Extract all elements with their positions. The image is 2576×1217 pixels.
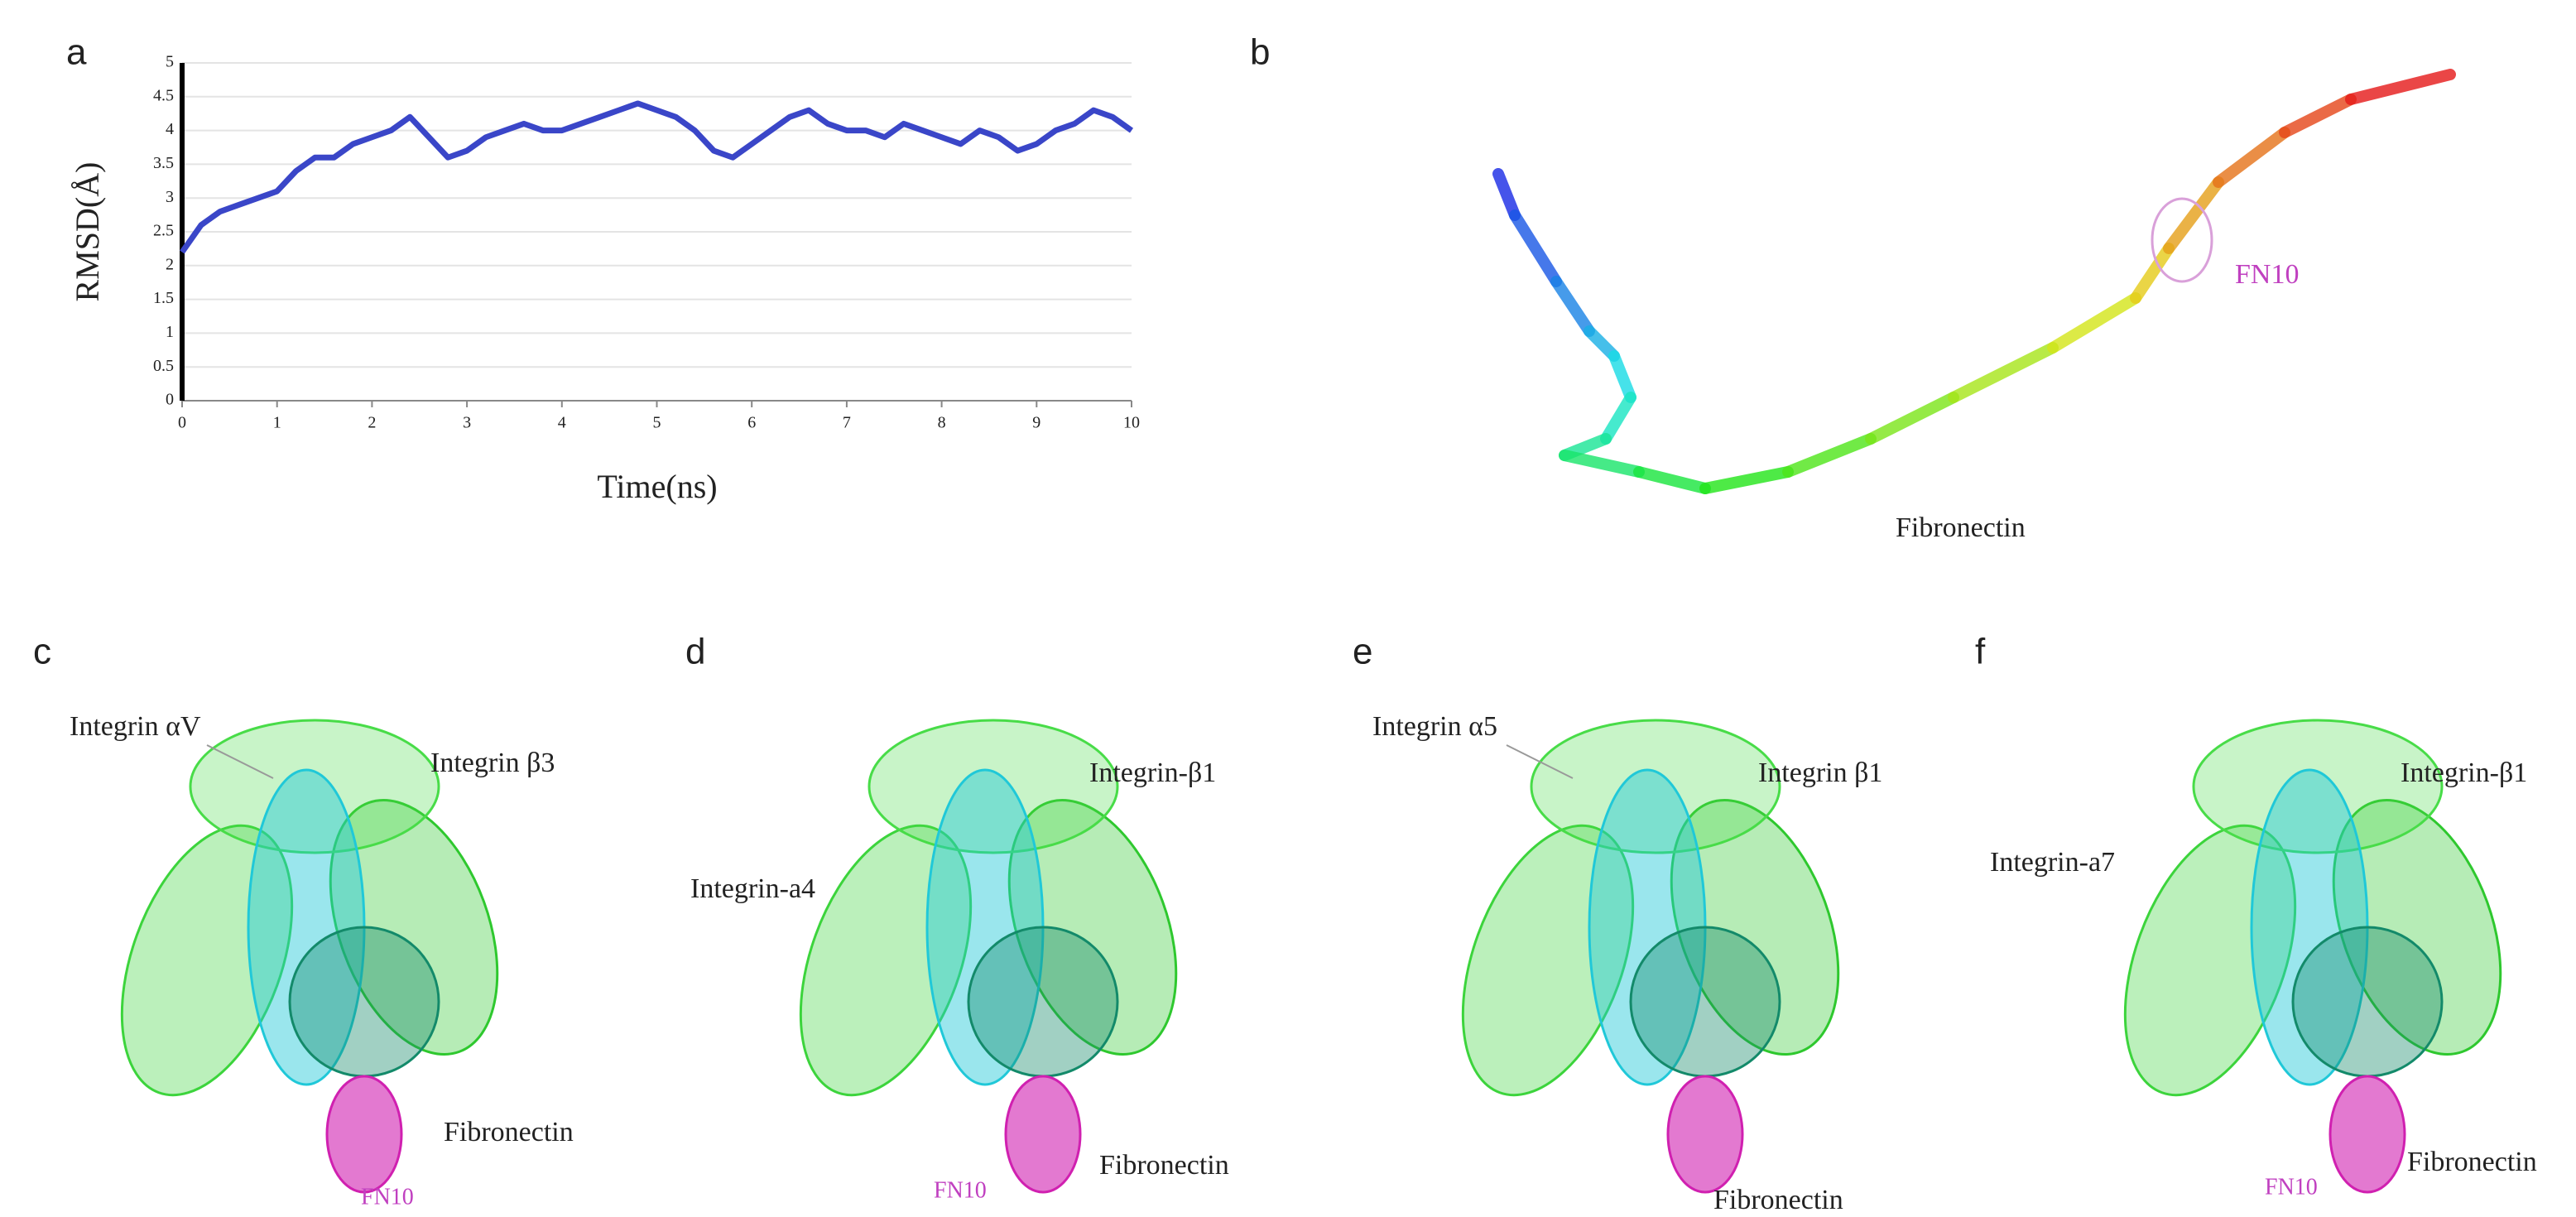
leader-line: [206, 744, 274, 779]
x-tick-label: 1: [273, 414, 281, 432]
chain-segment: [1782, 433, 1877, 478]
chain-segment: [1608, 350, 1636, 403]
y-tick-label: 2: [166, 255, 174, 273]
annotation: FN10: [2265, 1174, 2318, 1200]
y-tick-label: 1: [166, 323, 174, 341]
panel-label: c: [33, 632, 51, 672]
domain: [1004, 1075, 1082, 1194]
x-tick-label: 3: [463, 414, 471, 432]
panel-label: d: [685, 632, 705, 672]
chain-segment: [2345, 69, 2456, 105]
chain-segment: [1559, 450, 1645, 478]
panel-label: e: [1353, 632, 1372, 672]
annotation: Fibronectin: [2407, 1147, 2537, 1177]
x-tick-label: 0: [178, 414, 186, 432]
y-tick-label: 0.5: [153, 357, 174, 375]
chain-segment: [2047, 292, 2141, 354]
annotation: Integrin-β1: [2401, 758, 2527, 788]
chain-segment: [1600, 392, 1636, 445]
domain: [1007, 799, 1178, 1056]
domain: [325, 1075, 403, 1194]
annotation: FN10: [2235, 259, 2299, 290]
x-tick-label: 9: [1032, 414, 1040, 432]
chain-segment: [1509, 209, 1562, 287]
domain: [1670, 799, 1840, 1056]
domain: [1629, 926, 1781, 1078]
y-tick-label: 0: [166, 391, 174, 409]
x-tick-label: 4: [558, 414, 566, 432]
annotation: Integrin-β1: [1089, 758, 1216, 788]
annotation: Integrin-a7: [1990, 847, 2115, 878]
domain: [329, 799, 499, 1056]
chain-segment: [1948, 342, 2059, 403]
y-tick-label: 4: [166, 120, 174, 138]
chain-segment: [1699, 466, 1794, 494]
annotation: Integrin α5: [1372, 711, 1497, 742]
data-line: [180, 100, 1134, 254]
leader-line: [1506, 744, 1574, 779]
x-tick-label: 5: [653, 414, 661, 432]
annotation: Integrin β1: [1758, 758, 1882, 788]
chain-segment: [1584, 325, 1620, 362]
x-tick-label: 2: [368, 414, 376, 432]
annotation: Fibronectin: [1099, 1150, 1229, 1181]
x-axis-title: Time(ns): [597, 468, 717, 505]
chain-segment: [2279, 94, 2357, 138]
domain: [967, 926, 1119, 1078]
x-tick-label: 8: [938, 414, 946, 432]
annotation: Integrin β3: [430, 748, 555, 778]
y-axis-title: RMSD(Å): [69, 162, 106, 302]
structures: [120, 69, 2502, 1194]
domain: [2328, 1075, 2406, 1194]
panel-label: b: [1250, 32, 1270, 73]
y-tick-label: 1.5: [153, 289, 174, 307]
x-tick-label: 7: [843, 414, 851, 432]
x-tick-label: 10: [1123, 414, 1140, 432]
chain-segment: [2130, 243, 2175, 304]
domain: [2192, 719, 2444, 854]
y-tick-label: 2.5: [153, 222, 174, 240]
y-tick-label: 4.5: [153, 86, 174, 104]
chain-segment: [1633, 466, 1711, 494]
chain-segment: [1865, 392, 1959, 445]
chain-segment: [2213, 127, 2290, 188]
domain: [189, 719, 440, 854]
domain: [2291, 926, 2444, 1078]
chain-segment: [1492, 168, 1521, 221]
x-tick-label: 6: [747, 414, 756, 432]
annotation: Fibronectin: [1713, 1185, 1843, 1215]
annotation: Fibronectin: [1896, 512, 2026, 543]
annotation: Integrin-a4: [690, 873, 815, 904]
domain: [867, 719, 1119, 854]
domain: [1530, 719, 1781, 854]
highlight-circle: [2151, 197, 2213, 283]
panel-label: a: [66, 32, 87, 73]
y-tick-label: 5: [166, 53, 174, 71]
chain-segment: [1550, 276, 1595, 337]
domain: [1666, 1075, 1744, 1194]
chain-segment: [2163, 176, 2224, 254]
y-tick-label: 3.5: [153, 154, 174, 172]
y-tick-label: 3: [166, 188, 174, 206]
annotation: FN10: [934, 1177, 987, 1203]
panel-label: f: [1975, 632, 1986, 672]
annotation: Fibronectin: [444, 1117, 574, 1147]
annotation: FN10: [361, 1184, 414, 1210]
domain: [288, 926, 440, 1078]
domain: [2332, 799, 2502, 1056]
annotation: Integrin αV: [70, 711, 201, 742]
